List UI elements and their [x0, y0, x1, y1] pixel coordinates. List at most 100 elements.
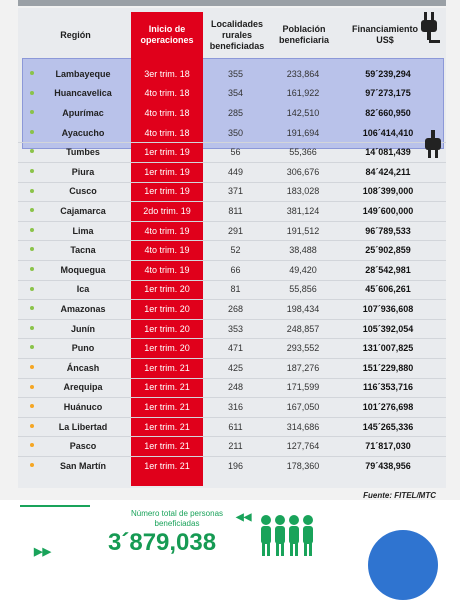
localities-cell: 56 [230, 147, 241, 158]
financing-cell: 25´902,859 [365, 245, 411, 256]
table-header: Región Inicio de operaciones Localidades… [18, 12, 446, 58]
population-cell: 167,050 [286, 401, 320, 412]
bullet-icon [30, 71, 34, 75]
financing-cell: 106´414,410 [362, 127, 414, 138]
population-cell: 127,764 [286, 441, 320, 452]
population-cell: 306,676 [286, 166, 320, 177]
localities-cell: 471 [227, 343, 244, 354]
region-cell: Piura [71, 166, 95, 177]
row-separator [18, 299, 446, 301]
header-financing: Financiamiento US$ [351, 24, 418, 45]
row-separator [18, 260, 446, 261]
localities-cell: 350 [227, 127, 244, 138]
table-row: La Libertad 1er trim. 21 611 314,686 145´265… [18, 417, 446, 437]
region-cell: Lambayeque [55, 68, 111, 79]
population-cell: 55,366 [289, 147, 317, 158]
localities-cell: 355 [227, 68, 244, 79]
population-cell: 49,420 [289, 264, 317, 275]
localities-cell: 285 [227, 107, 244, 118]
region-cell: Tacna [70, 245, 96, 256]
localities-cell: 66 [230, 264, 241, 275]
region-cell: Arequipa [63, 382, 103, 393]
population-cell: 142,510 [286, 107, 320, 118]
localities-cell: 354 [227, 88, 244, 99]
financing-cell: 71´817,030 [365, 441, 411, 452]
financing-cell: 107´936,608 [362, 303, 414, 314]
start-cell: 1er trim. 21 [144, 460, 190, 471]
bullet-icon [30, 90, 34, 95]
bullet-icon [30, 443, 34, 448]
table-row: Ica 1er trim. 20 81 55,856 45´606,261 [18, 280, 446, 300]
bullet-icon [30, 227, 34, 232]
row-separator [18, 201, 446, 203]
financing-cell: 82´660,950 [365, 107, 411, 118]
table-row: Piura 1er trim. 19 449 306,676 84´424,211 [18, 162, 446, 182]
row-separator [18, 377, 446, 379]
plug-icon [420, 12, 440, 51]
bullet-icon [30, 306, 34, 311]
start-cell: 4to trim. 18 [144, 107, 190, 118]
region-cell: Puno [71, 343, 95, 354]
start-cell: 1er trim. 19 [144, 186, 190, 197]
population-cell: 191,694 [286, 127, 320, 138]
header-region: Región [60, 29, 91, 40]
start-cell: 3er trim. 18 [144, 68, 190, 79]
plug-icon [424, 130, 442, 165]
bullet-icon [30, 325, 34, 330]
localities-cell: 211 [228, 441, 243, 452]
start-cell: 1er trim. 20 [144, 323, 190, 334]
bullet-icon [30, 110, 34, 115]
region-cell: Huancavelica [54, 88, 112, 99]
financing-cell: 59´239,294 [365, 68, 411, 79]
start-cell: 1er trim. 21 [144, 382, 190, 393]
table-row: San Martín 1er trim. 21 196 178,360 79´438,9… [18, 456, 446, 476]
bullet-icon [30, 267, 34, 271]
financing-cell: 116´353,716 [362, 382, 414, 393]
start-cell: 4to trim. 18 [144, 127, 190, 138]
region-cell: Amazonas [60, 303, 106, 314]
table-row: Junín 1er trim. 20 353 248,857 105´392,054 [18, 319, 446, 339]
financing-cell: 151´229,880 [362, 362, 414, 373]
localities-cell: 316 [227, 401, 244, 412]
row-separator [18, 358, 446, 359]
table-row: Huánuco 1er trim. 21 316 167,050 101´276,698 [18, 397, 446, 417]
table-row: Tacna 4to trim. 19 52 38,488 25´902,859 [18, 240, 446, 260]
table-row: Apurímac 4to trim. 18 285 142,510 82´660,950 [18, 103, 446, 123]
financing-cell: 84´424,211 [365, 166, 411, 177]
population-cell: 198,434 [286, 303, 320, 314]
region-cell: Cajamarca [60, 205, 106, 216]
financing-cell: 101´276,698 [362, 401, 414, 412]
start-cell: 1er trim. 21 [144, 362, 190, 373]
region-cell: San Martín [59, 460, 106, 471]
table-row: Huancavelica 4to trim. 18 354 161,922 97´273… [18, 84, 446, 104]
row-separator [18, 142, 446, 144]
population-cell: 183,028 [286, 186, 320, 197]
table-row: Cusco 1er trim. 19 371 183,028 108´399,000 [18, 182, 446, 202]
people-group-icon [258, 514, 318, 563]
localities-cell: 248 [227, 382, 244, 393]
localities-cell: 196 [227, 460, 244, 471]
header-localities: Localidades rurales beneficiadas [209, 18, 265, 51]
blue-circle-decoration [368, 530, 438, 600]
total-label: Número total de personas beneficiadas [130, 509, 224, 528]
top-bar [18, 0, 446, 6]
table-row: Lima 4to trim. 19 291 191,512 96´789,533 [18, 221, 446, 241]
region-cell: Áncash [66, 362, 100, 373]
localities-cell: 353 [227, 323, 244, 334]
start-cell: 4to trim. 18 [144, 88, 190, 99]
bullet-icon [30, 423, 34, 428]
financing-cell: 97´273,175 [365, 88, 411, 99]
table-row: Pasco 1er trim. 21 211 127,764 71´817,030 [18, 436, 446, 456]
bullet-icon [30, 404, 34, 409]
localities-cell: 268 [227, 303, 244, 314]
financing-cell: 145´265,336 [362, 421, 414, 432]
population-cell: 191,512 [286, 225, 320, 236]
start-cell: 1er trim. 21 [144, 441, 190, 452]
bullet-icon [30, 129, 34, 134]
highlight-block [22, 58, 444, 149]
table-row: Arequipa 1er trim. 21 248 171,599 116´353,71… [18, 378, 446, 398]
financing-cell: 45´606,261 [365, 284, 411, 295]
bullet-icon [30, 208, 34, 213]
start-cell: 4to trim. 19 [144, 225, 190, 236]
row-separator [18, 279, 446, 281]
